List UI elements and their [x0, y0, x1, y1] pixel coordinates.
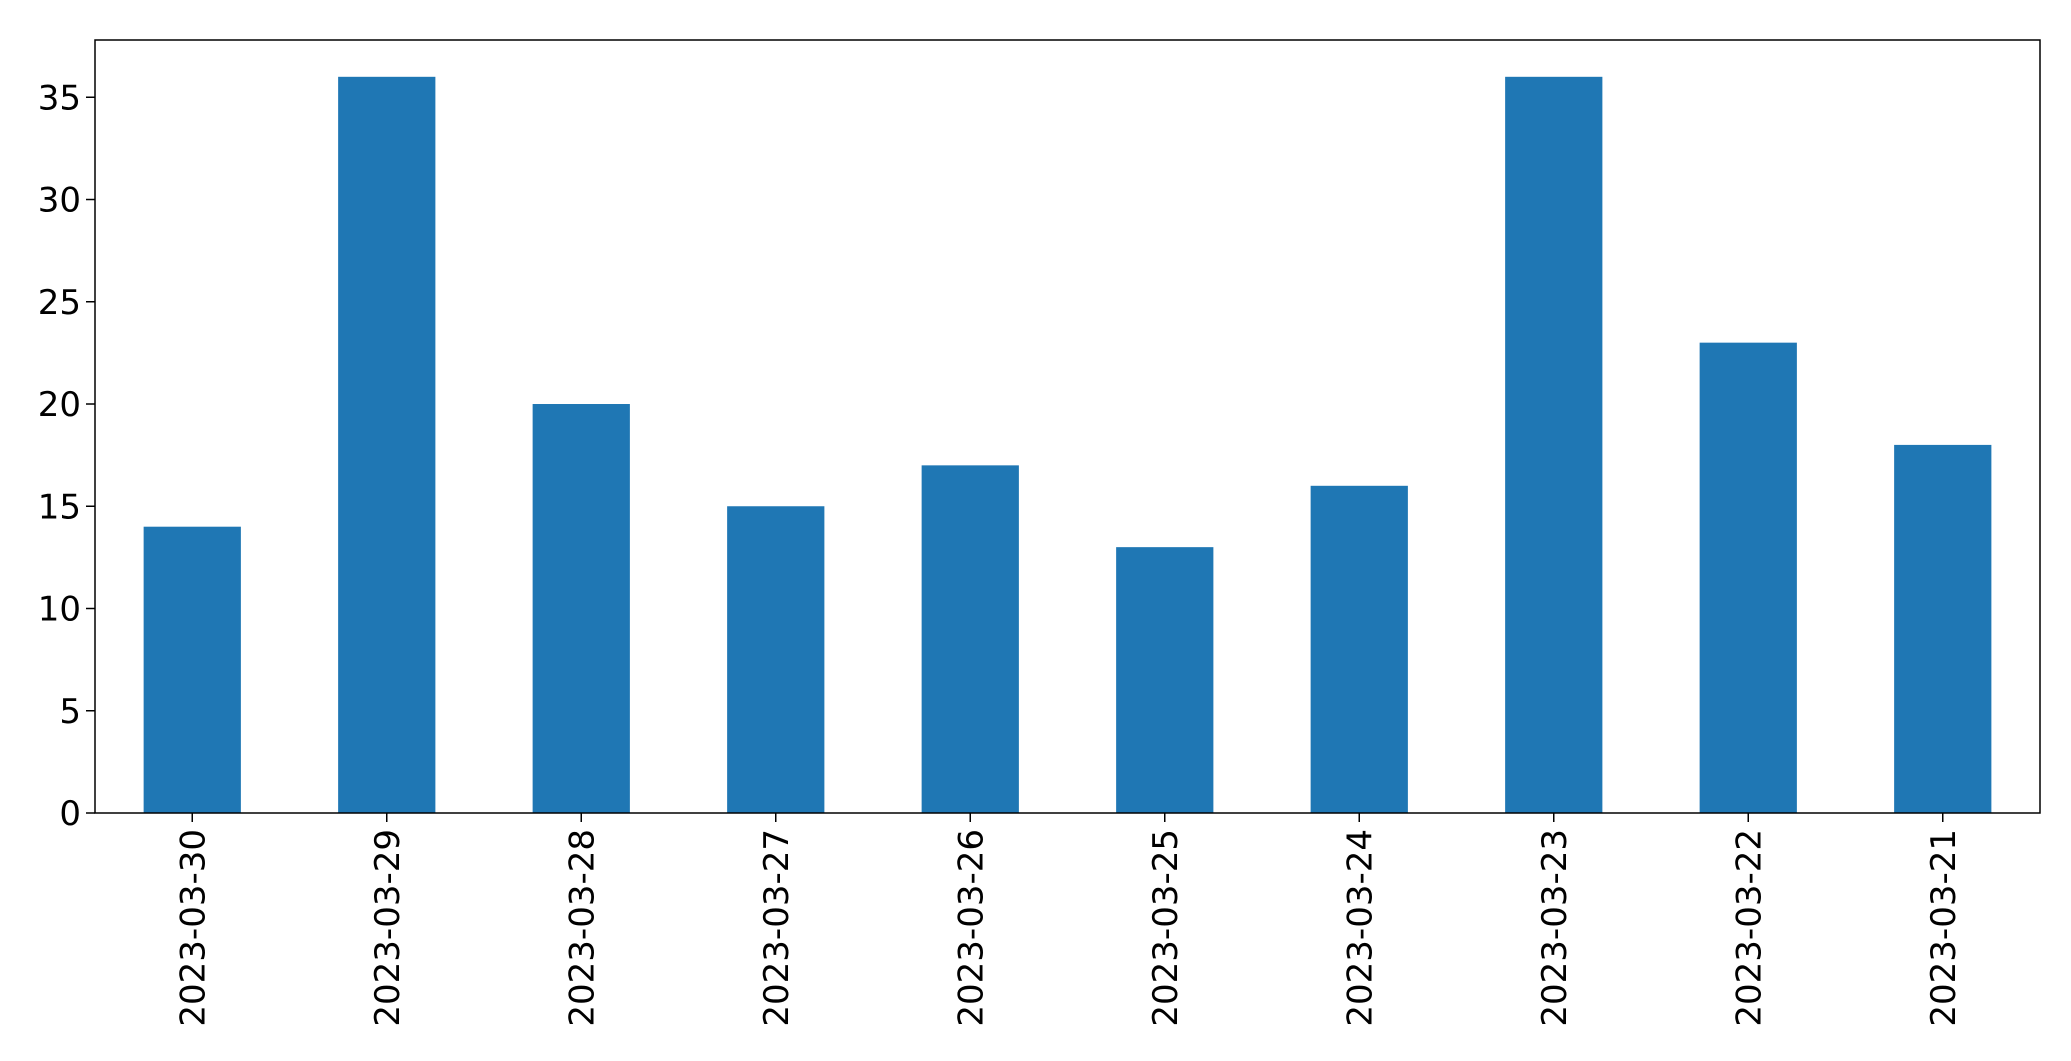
y-tick-label: 25 [38, 283, 81, 323]
x-tick-label: 2023-03-22 [1729, 829, 1769, 1027]
x-tick-label: 2023-03-28 [562, 829, 602, 1027]
y-axis: 0 5 10 15 20 25 30 35 [38, 78, 95, 834]
y-tick-label: 10 [38, 590, 81, 630]
bar-2023-03-26 [921, 465, 1019, 813]
x-tick-label: 2023-03-30 [173, 829, 213, 1027]
x-tick-label: 2023-03-24 [1340, 829, 1380, 1027]
bar-2023-03-24 [1310, 485, 1408, 813]
y-tick-label: 20 [38, 385, 81, 425]
y-tick-label: 15 [38, 487, 81, 527]
x-tick-label: 2023-03-29 [368, 829, 408, 1027]
x-tick-label: 2023-03-26 [951, 829, 991, 1027]
bar-2023-03-21 [1894, 444, 1992, 813]
bar-2023-03-22 [1699, 342, 1797, 813]
bar-2023-03-30 [143, 526, 241, 813]
bar-2023-03-29 [338, 76, 436, 813]
plot-frame [94, 39, 2041, 814]
x-tick-label: 2023-03-23 [1535, 829, 1575, 1027]
y-tick-label: 0 [59, 794, 81, 834]
bars [143, 76, 1992, 813]
y-tick-label: 30 [38, 181, 81, 221]
bar-2023-03-25 [1116, 547, 1214, 813]
bar-2023-03-23 [1505, 76, 1603, 813]
x-tick-label: 2023-03-27 [757, 829, 797, 1027]
y-tick-label: 35 [38, 78, 81, 118]
x-tick-label: 2023-03-21 [1924, 829, 1964, 1027]
bar-2023-03-27 [727, 506, 825, 813]
x-axis: 2023-03-30 2023-03-29 2023-03-28 2023-03-27… [173, 813, 1964, 1027]
bar-2023-03-28 [532, 404, 630, 813]
x-tick-label: 2023-03-25 [1146, 829, 1186, 1027]
y-tick-label: 5 [59, 692, 81, 732]
